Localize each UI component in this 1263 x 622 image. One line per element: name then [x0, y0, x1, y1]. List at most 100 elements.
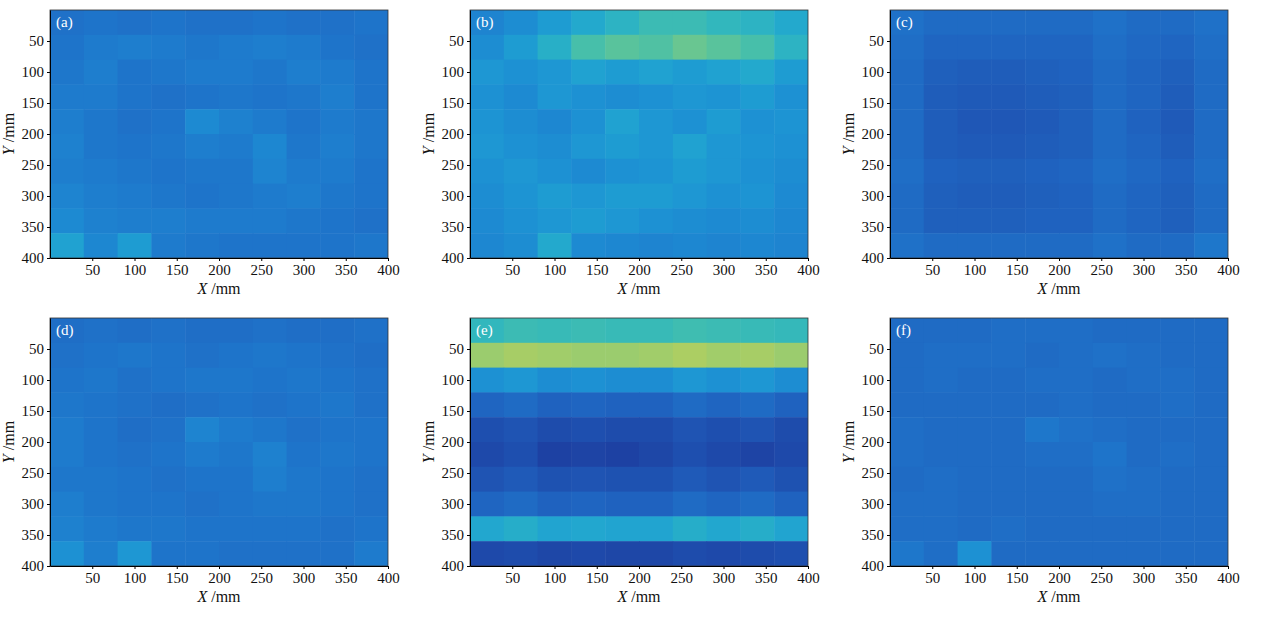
heatmap-cell [991, 467, 1025, 492]
heatmap-cell [991, 10, 1025, 35]
x-tick-mark [932, 258, 933, 261]
x-tick-mark [388, 566, 389, 569]
heatmap-cell [50, 60, 84, 85]
heatmap-cell [958, 417, 992, 442]
heatmap-cell [605, 442, 639, 467]
heatmap-cell [958, 109, 992, 134]
heatmap-cell [50, 541, 84, 566]
y-tick-label: 400 [862, 250, 885, 266]
heatmap-cell [1160, 60, 1194, 85]
heatmap-cell [958, 368, 992, 393]
heatmap-cell [253, 134, 287, 159]
x-tick-mark [261, 258, 262, 261]
heatmap-cell [1127, 233, 1161, 258]
heatmap-cell [470, 10, 504, 35]
heatmap-cell [605, 392, 639, 417]
heatmap-cell [1160, 233, 1194, 258]
heatmap-cell [707, 60, 741, 85]
heatmap-cell [504, 84, 538, 109]
heatmap-cell [1025, 134, 1059, 159]
y-tick-label: 150 [22, 95, 45, 111]
heatmap-cell [1025, 343, 1059, 368]
heatmap-cells [50, 10, 388, 258]
heatmap-cell [151, 134, 185, 159]
heatmap-cell [470, 233, 504, 258]
heatmap-cell [320, 492, 354, 517]
heatmap-cell [354, 392, 388, 417]
x-tick: 350 [755, 566, 778, 586]
y-tick: 50 [869, 341, 890, 357]
y-tick-mark [47, 258, 50, 259]
heatmap-cell [571, 134, 605, 159]
y-axis: 50100150200250300350400 [442, 11, 471, 267]
heatmap-cell [924, 35, 958, 60]
x-tick-mark [1017, 258, 1018, 261]
y-tick-label: 400 [22, 558, 45, 574]
heatmap-cell [890, 10, 924, 35]
heatmap-cell [538, 318, 572, 343]
x-tick-mark [92, 258, 93, 261]
heatmap-cell [707, 392, 741, 417]
heatmap-cell [673, 492, 707, 517]
heatmap-cell [50, 134, 84, 159]
heatmap-cell [320, 516, 354, 541]
heatmap-cell [118, 84, 152, 109]
y-tick-label: 100 [862, 64, 885, 80]
x-tick-mark [555, 258, 556, 261]
y-tick: 200 [862, 434, 891, 450]
heatmap-cell [1127, 417, 1161, 442]
heatmap-cell [1160, 134, 1194, 159]
x-tick-label: 200 [1048, 570, 1071, 586]
heatmap-cell [185, 60, 219, 85]
y-tick-mark [47, 473, 50, 474]
x-tick-label: 300 [1133, 262, 1156, 278]
heatmap-cell [287, 60, 321, 85]
heatmap-cell [287, 392, 321, 417]
heatmap-cell [151, 184, 185, 209]
heatmap-cell [287, 541, 321, 566]
heatmap-cell [50, 184, 84, 209]
heatmap-cell [50, 10, 84, 35]
y-tick-mark [47, 134, 50, 135]
heatmap-cell [1059, 134, 1093, 159]
heatmap-cell [470, 392, 504, 417]
heatmap-cell [890, 159, 924, 184]
heatmap-cell [605, 541, 639, 566]
y-tick-mark [887, 41, 890, 42]
y-tick-label: 50 [29, 33, 44, 49]
y-tick-mark [887, 380, 890, 381]
x-tick-label: 50 [925, 262, 940, 278]
heatmap-cell [991, 233, 1025, 258]
heatmap-cell [118, 541, 152, 566]
heatmap-cell [890, 84, 924, 109]
y-tick-mark [467, 473, 470, 474]
heatmap-cell [1059, 10, 1093, 35]
heatmap-cell [924, 60, 958, 85]
x-tick-label: 250 [1091, 570, 1114, 586]
heatmap-cell [320, 417, 354, 442]
y-tick-label: 150 [862, 95, 885, 111]
heatmap-cell [1093, 109, 1127, 134]
x-axis-title: X /mm [196, 280, 241, 297]
heatmap-cell [740, 159, 774, 184]
x-axis: 50100150200250300350400 [51, 566, 400, 586]
heatmap-cell [470, 134, 504, 159]
x-tick-mark [766, 258, 767, 261]
heatmap-cell [958, 467, 992, 492]
heatmap-cell [707, 233, 741, 258]
x-axis: 50100150200250300350400 [51, 258, 400, 278]
y-axis-line [890, 11, 891, 259]
heatmap-cell [571, 233, 605, 258]
y-tick: 100 [862, 372, 891, 388]
heatmap-cell [1127, 343, 1161, 368]
y-tick-label: 150 [442, 403, 465, 419]
heatmap-cell [118, 60, 152, 85]
heatmap-cell [504, 208, 538, 233]
heatmap-cell [673, 467, 707, 492]
x-tick-label: 200 [208, 570, 231, 586]
heatmap-cell [740, 392, 774, 417]
panel-label: (c) [896, 14, 913, 31]
heatmap-cell [253, 417, 287, 442]
heatmap-cell [1127, 492, 1161, 517]
heatmap-cell [740, 368, 774, 393]
